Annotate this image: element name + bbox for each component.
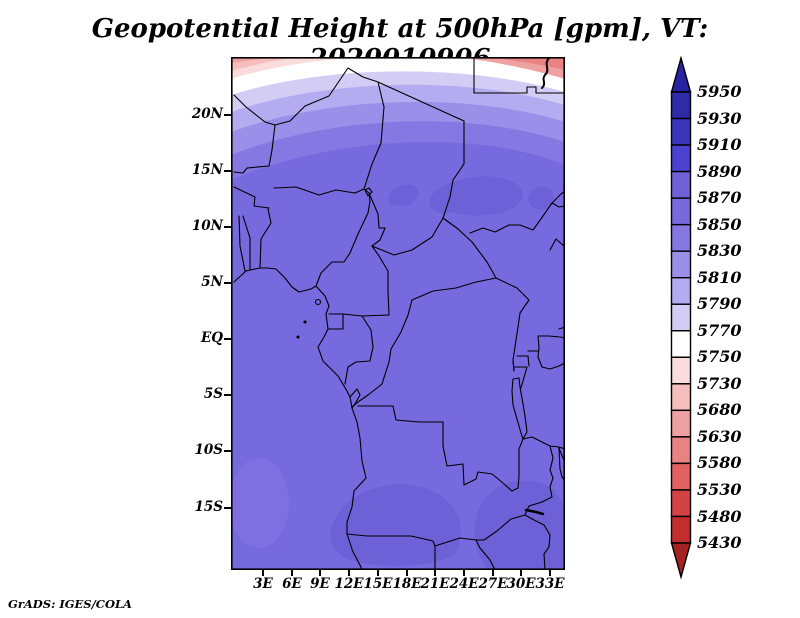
y-axis-tick: [224, 170, 231, 172]
colorbar-segment: [670, 277, 692, 305]
colorbar-label: 5830: [697, 241, 742, 261]
contour-fill-bands: [231, 57, 565, 570]
x-axis-tick: [434, 570, 436, 576]
colorbar-segment: [670, 250, 692, 279]
x-axis-tick-label: 18E: [392, 576, 422, 592]
colorbar-segment: [670, 409, 692, 438]
x-axis-tick-label: 9E: [310, 576, 330, 592]
x-axis-tick-label: 15E: [363, 576, 393, 592]
colorbar-label: 5430: [697, 533, 742, 552]
y-axis-tick: [224, 338, 231, 340]
colorbar-segment: [670, 91, 692, 120]
colorbar-label: 5750: [697, 347, 742, 367]
map-plot: [231, 57, 565, 570]
colorbar-label: 5790: [697, 294, 742, 314]
colorbar-segment: [670, 515, 692, 544]
x-axis-tick: [492, 570, 494, 576]
y-axis-tick: [224, 507, 231, 509]
colorbar-label: 5910: [697, 135, 742, 155]
y-axis-tick: [224, 114, 231, 116]
x-axis-tick: [406, 570, 408, 576]
map-frame: [231, 57, 565, 570]
colorbar-segment: [670, 462, 692, 491]
x-axis-tick: [348, 570, 350, 576]
y-axis-tick-label: 10S: [194, 442, 223, 458]
x-axis-tick-label: 27E: [478, 576, 508, 592]
x-axis-tick-label: 24E: [449, 576, 479, 592]
y-axis-tick-label: 20N: [191, 106, 223, 122]
y-axis-tick-label: 5S: [203, 386, 223, 402]
x-axis-tick: [262, 570, 264, 576]
x-axis-tick-label: 33E: [535, 576, 565, 592]
colorbar-segment: [670, 303, 692, 332]
x-axis-tick: [549, 570, 551, 576]
colorbar-label: 5770: [697, 320, 742, 340]
x-axis-tick: [463, 570, 465, 576]
country-borders: [233, 57, 565, 570]
y-axis-tick-label: 15S: [194, 499, 223, 515]
colorbar-segment: [670, 489, 692, 518]
y-axis-tick: [224, 450, 231, 452]
colorbar-segment: [670, 436, 692, 465]
y-axis-tick-label: 5N: [201, 274, 223, 290]
y-axis-tick-label: EQ: [200, 330, 223, 346]
colorbar-label: 5930: [697, 108, 742, 128]
colorbar-label: 5890: [697, 161, 742, 181]
colorbar-segment: [670, 330, 692, 358]
x-axis-tick-label: 30E: [506, 576, 536, 592]
y-axis-tick-label: 15N: [191, 162, 223, 178]
colorbar-label: 5730: [697, 373, 742, 393]
grads-attribution: GrADS: IGES/COLA: [8, 597, 132, 611]
colorbar-top-triangle: [670, 56, 692, 93]
colorbar-label: 5480: [697, 506, 742, 526]
y-axis-tick: [224, 226, 231, 228]
colorbar-label: 5630: [697, 426, 742, 446]
x-axis-tick-label: 21E: [420, 576, 450, 592]
colorbar-segment: [670, 383, 692, 412]
x-axis-tick: [520, 570, 522, 576]
colorbar-segment: [670, 170, 692, 199]
colorbar-segment: [670, 117, 692, 146]
colorbar-segment: [670, 223, 692, 252]
y-axis-tick: [224, 394, 231, 396]
colorbar-label: 5850: [697, 214, 742, 234]
x-axis-tick-label: 12E: [334, 576, 364, 592]
colorbar-bottom-triangle: [670, 542, 692, 580]
colorbar-segment: [670, 356, 692, 385]
colorbar-label: 5810: [697, 267, 742, 287]
colorbar-label: 5870: [697, 188, 742, 208]
y-axis-tick-label: 10N: [191, 218, 223, 234]
contour-map-svg: [231, 57, 565, 570]
colorbar-segment: [670, 144, 692, 173]
x-axis-tick: [377, 570, 379, 576]
x-axis-tick: [319, 570, 321, 576]
x-axis-tick: [291, 570, 293, 576]
colorbar-label: 5580: [697, 453, 742, 473]
colorbar-label: 5530: [697, 479, 742, 499]
colorbar: 5950 5930 5910 5890 5870 5850 5830 5810 5790 5770…: [670, 56, 780, 586]
colorbar-svg: [670, 56, 692, 580]
x-axis-tick-label: 6E: [282, 576, 302, 592]
x-axis-tick-label: 3E: [253, 576, 273, 592]
colorbar-label: 5950: [697, 82, 742, 101]
y-axis-tick: [224, 282, 231, 284]
colorbar-label: 5680: [697, 400, 742, 420]
colorbar-segment: [670, 197, 692, 226]
